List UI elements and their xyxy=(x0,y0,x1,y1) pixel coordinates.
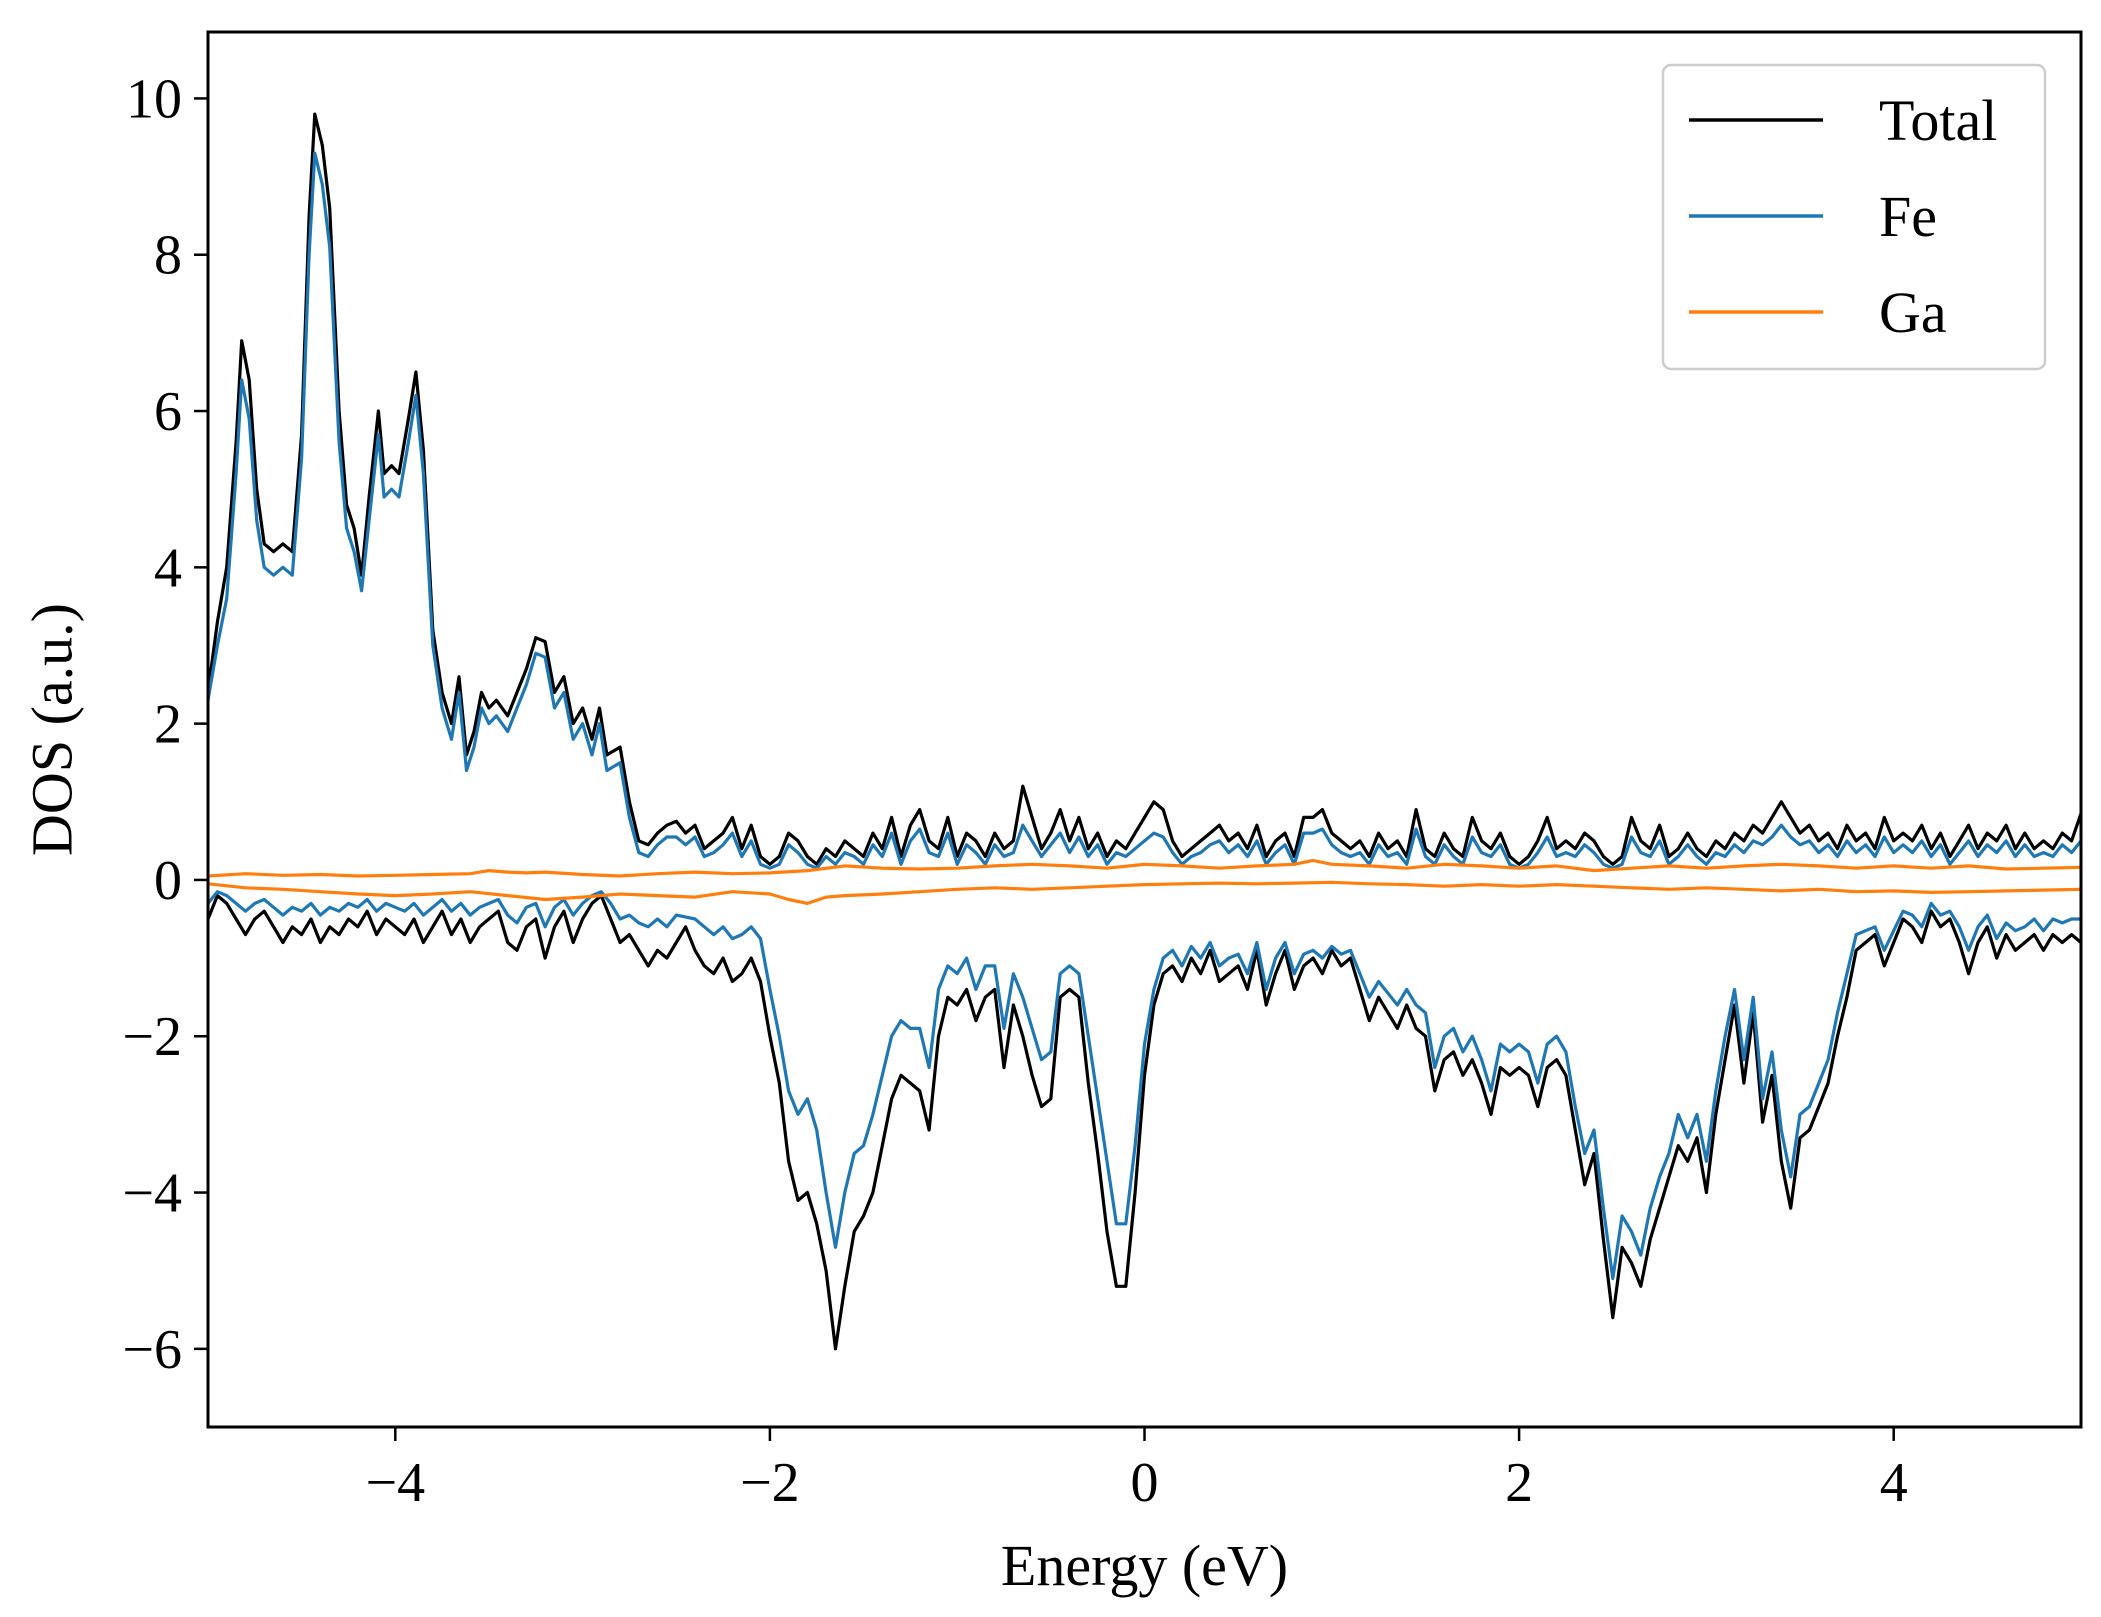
y-axis: −6 −4 −2 0 2 4 6 8 10 xyxy=(122,68,208,1381)
series-line-ga-spin-up xyxy=(208,858,2081,878)
x-tick-label: 4 xyxy=(1880,1452,1908,1514)
series-line-total-spin-up xyxy=(208,112,2081,866)
y-tick-label: 4 xyxy=(154,537,182,599)
legend-box xyxy=(1661,63,2047,371)
x-tick-label: −2 xyxy=(740,1452,800,1514)
series-line-fe-spin-down xyxy=(208,890,2081,1281)
series-layer xyxy=(208,112,2081,1351)
y-tick-label: −4 xyxy=(122,1163,182,1225)
y-axis-label: DOS (a.u.) xyxy=(19,603,84,856)
y-tick-label: −2 xyxy=(122,1006,182,1068)
x-tick-label: 2 xyxy=(1505,1452,1533,1514)
x-tick-label: 0 xyxy=(1131,1452,1159,1514)
y-tick-label: −6 xyxy=(122,1319,182,1381)
x-tick-label: −4 xyxy=(366,1452,426,1514)
y-tick-label: 10 xyxy=(126,68,182,130)
legend-label-total: Total xyxy=(1879,88,1997,153)
x-axis-label: Energy (eV) xyxy=(1001,1533,1288,1598)
y-tick-label: 6 xyxy=(154,381,182,443)
series-line-fe-spin-up xyxy=(208,151,2081,870)
series-line-total-spin-down xyxy=(208,894,2081,1351)
y-tick-label: 2 xyxy=(154,694,182,756)
legend: Total Fe Ga xyxy=(1661,63,2047,371)
series-line-ga-spin-down xyxy=(208,880,2081,905)
y-tick-label: 0 xyxy=(154,850,182,912)
legend-label-fe: Fe xyxy=(1879,184,1937,249)
y-tick-label: 8 xyxy=(154,225,182,287)
x-axis: −4 −2 0 2 4 xyxy=(366,1427,1908,1514)
legend-label-ga: Ga xyxy=(1879,280,1947,345)
